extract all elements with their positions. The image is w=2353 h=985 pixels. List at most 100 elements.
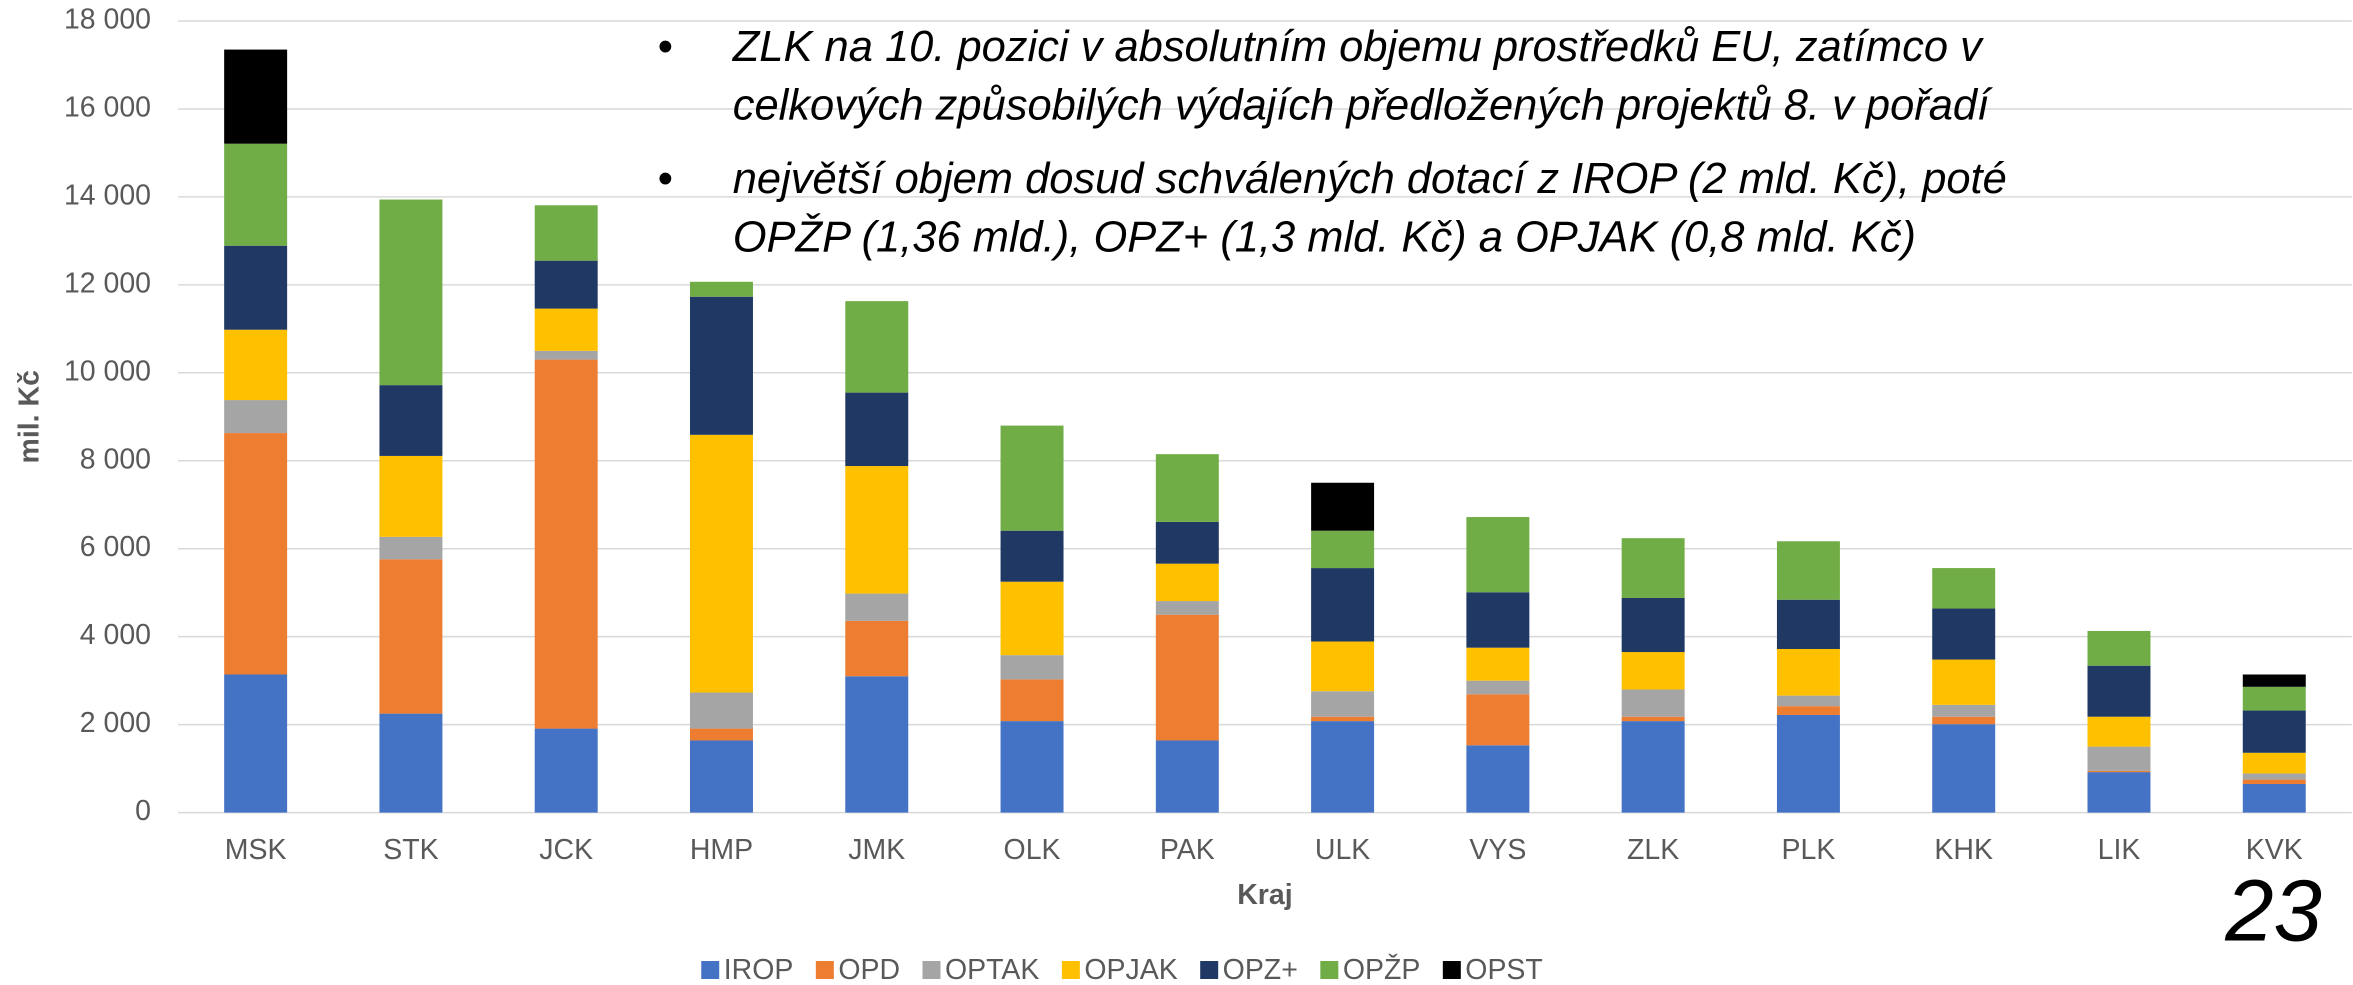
bar-segment bbox=[1000, 530, 1064, 582]
bar-segment bbox=[2242, 686, 2306, 711]
bar-segment bbox=[1155, 740, 1219, 813]
bar-segment bbox=[224, 143, 288, 246]
x-tick-label: JMK bbox=[848, 834, 905, 866]
bar-segment bbox=[845, 392, 909, 467]
bar-segment bbox=[1311, 641, 1375, 692]
x-tick-label: OLK bbox=[1004, 834, 1061, 866]
x-tick-label: MSK bbox=[225, 834, 287, 866]
annotation: celkových způsobilých výdajích předložen… bbox=[733, 81, 1993, 129]
bar-segment bbox=[845, 593, 909, 621]
bar-segment bbox=[1311, 530, 1375, 569]
bar-segment bbox=[1932, 716, 1996, 725]
x-tick-label: JCK bbox=[539, 834, 593, 866]
bar-segment bbox=[2242, 674, 2306, 687]
bar-segment bbox=[2087, 772, 2151, 813]
bar-segment bbox=[1466, 680, 1530, 695]
bar-segment bbox=[1776, 648, 1840, 696]
y-tick-label: 14 000 bbox=[64, 179, 151, 211]
bar-segment bbox=[1621, 652, 1685, 690]
bar-segment bbox=[2242, 779, 2306, 785]
y-axis-label: mil. Kč bbox=[14, 370, 46, 463]
bar-segment bbox=[1000, 679, 1064, 722]
x-tick-label: STK bbox=[383, 834, 438, 866]
bar-segment bbox=[1621, 538, 1685, 598]
bar-segment bbox=[1311, 721, 1375, 813]
bar-segment bbox=[2242, 773, 2306, 780]
bar-segment bbox=[379, 559, 443, 714]
bar-segment bbox=[2087, 770, 2151, 773]
bar-segment bbox=[1466, 694, 1530, 746]
bar-segment bbox=[1776, 599, 1840, 649]
bar-segment bbox=[224, 433, 288, 675]
legend-swatch bbox=[1320, 961, 1339, 980]
x-tick-label: ZLK bbox=[1627, 834, 1679, 866]
x-tick-label: ULK bbox=[1315, 834, 1370, 866]
legend-swatch bbox=[1442, 961, 1461, 980]
bar-segment bbox=[1155, 614, 1219, 741]
y-tick-label: 2 000 bbox=[80, 707, 151, 739]
bar-segment bbox=[1776, 714, 1840, 813]
bar-segment bbox=[1776, 695, 1840, 707]
bar-segment bbox=[1466, 517, 1530, 593]
bar-segment bbox=[1155, 601, 1219, 615]
x-tick-label: KHK bbox=[1934, 834, 1993, 866]
x-tick-label: LIK bbox=[2098, 834, 2141, 866]
bar-segment bbox=[1466, 745, 1530, 813]
bar-segment bbox=[1932, 608, 1996, 660]
bar-segment bbox=[224, 400, 288, 434]
bar-segment bbox=[1932, 724, 1996, 813]
y-tick-label: 4 000 bbox=[80, 619, 151, 651]
legend-swatch bbox=[922, 961, 941, 980]
bar-segment bbox=[1000, 655, 1064, 680]
bar-segment bbox=[2087, 665, 2151, 717]
annotation: OPŽP (1,36 mld.), OPZ+ (1,3 mld. Kč) a O… bbox=[733, 212, 1916, 261]
bar-segment bbox=[379, 536, 443, 560]
bar-segment bbox=[534, 260, 598, 309]
bar-segment bbox=[2242, 710, 2306, 753]
bar-segment bbox=[1466, 647, 1530, 681]
bar-segment bbox=[2087, 630, 2151, 666]
legend-label: OPZ+ bbox=[1223, 954, 1298, 985]
bullet: • bbox=[658, 155, 673, 203]
legend-swatch bbox=[1200, 961, 1219, 980]
bar-segment bbox=[689, 296, 753, 435]
legend-label: OPTAK bbox=[945, 954, 1039, 985]
bar-segment bbox=[1155, 563, 1219, 602]
bar-segment bbox=[689, 692, 753, 729]
bar-segment bbox=[845, 301, 909, 393]
bar-segment bbox=[1311, 568, 1375, 642]
bar-segment bbox=[1621, 721, 1685, 813]
bar-segment bbox=[534, 205, 598, 261]
legend-swatch bbox=[815, 961, 834, 980]
bar-segment bbox=[224, 674, 288, 813]
bar-segment bbox=[1621, 689, 1685, 717]
bar-segment bbox=[224, 49, 288, 144]
bar-segment bbox=[2087, 746, 2151, 771]
bar-segment bbox=[689, 281, 753, 297]
bar-segment bbox=[1311, 482, 1375, 531]
y-tick-label: 0 bbox=[135, 795, 151, 827]
legend-swatch bbox=[1061, 961, 1080, 980]
bar-segment bbox=[689, 434, 753, 693]
x-tick-label: HMP bbox=[690, 834, 753, 866]
bar-segment bbox=[224, 329, 288, 401]
bar-segment bbox=[1932, 704, 1996, 717]
bar-segment bbox=[534, 350, 598, 360]
bar-segment bbox=[2242, 784, 2306, 813]
y-tick-label: 16 000 bbox=[64, 91, 151, 123]
bar-segment bbox=[845, 620, 909, 677]
bar-segment bbox=[534, 308, 598, 351]
bar-segment bbox=[1466, 592, 1530, 648]
bar-segment bbox=[1776, 541, 1840, 600]
bar-segment bbox=[534, 728, 598, 813]
annotation: ZLK na 10. pozici v absolutním objemu pr… bbox=[732, 23, 1984, 71]
bar-segment bbox=[689, 740, 753, 813]
bar-segment bbox=[1000, 721, 1064, 813]
legend-label: IROP bbox=[724, 954, 794, 985]
legend-label: OPST bbox=[1465, 954, 1543, 985]
bar-segment bbox=[1776, 706, 1840, 715]
x-axis-label: Kraj bbox=[1237, 879, 1292, 911]
bar-segment bbox=[1621, 597, 1685, 653]
bullet: • bbox=[658, 23, 673, 71]
